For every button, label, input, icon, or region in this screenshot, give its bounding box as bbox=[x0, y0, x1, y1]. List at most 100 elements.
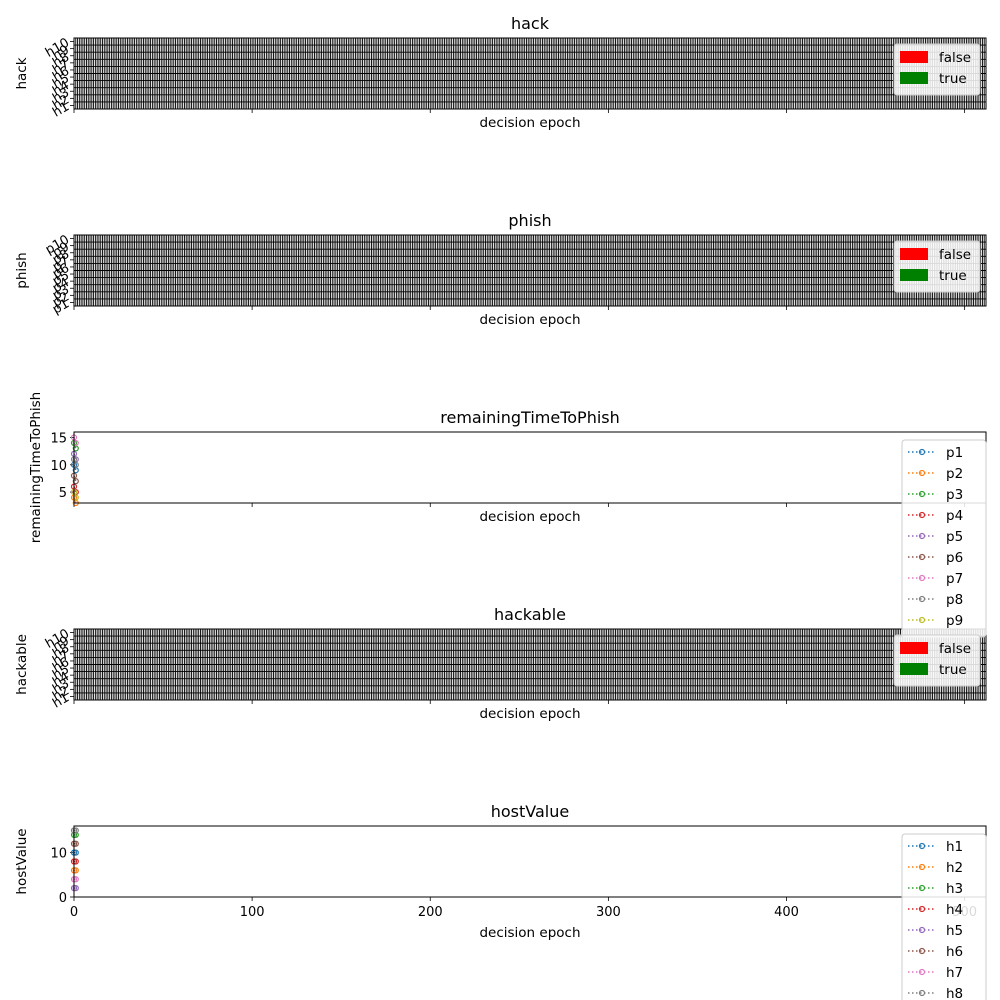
y-tick-label: h5 bbox=[50, 71, 72, 92]
y-tick-label: h2 bbox=[50, 92, 72, 113]
y-tick-label: h8 bbox=[50, 50, 72, 71]
legend-label: true bbox=[939, 71, 967, 87]
legend-hostValue: h1 h2 h3 h4 h5 h6 h7 h8 bbox=[901, 833, 987, 1000]
axes-frame bbox=[73, 37, 987, 110]
subplot-remainingTimeToPhish: remainingTimeToPhish decision epoch remain… bbox=[28, 392, 987, 543]
legend-label: h3 bbox=[946, 881, 963, 897]
chart-title: remainingTimeToPhish bbox=[440, 408, 620, 427]
axes-frame bbox=[73, 825, 987, 898]
legend-swatch-false bbox=[900, 642, 928, 654]
y-tick-label: p7 bbox=[50, 254, 72, 275]
y-axis-label: hack bbox=[14, 57, 30, 89]
data-point-h1 bbox=[72, 849, 79, 856]
legend-label: p4 bbox=[946, 508, 963, 524]
legend-marker-p6 bbox=[918, 553, 926, 561]
axes-frame bbox=[73, 431, 987, 504]
legend-box bbox=[901, 833, 987, 1000]
legend-marker-p9 bbox=[918, 616, 926, 624]
y-tick-label: h7 bbox=[50, 57, 72, 78]
y-tick-label: h9 bbox=[50, 43, 72, 64]
legend-remainingTimeToPhish: p1 p2 p3 p4 p5 p6 p7 p8 p9 bbox=[901, 439, 987, 638]
chart-title: hostValue bbox=[491, 802, 569, 821]
y-tick-label: h4 bbox=[50, 78, 72, 99]
y-tick-label: h6 bbox=[50, 655, 72, 676]
legend-marker-p7 bbox=[918, 574, 926, 582]
subplot-hackable: hackable decision epoch hackable h1h2h3h4h5… bbox=[14, 605, 987, 722]
y-tick-label: h6 bbox=[50, 64, 72, 85]
heatmap-cell-grid bbox=[73, 234, 987, 307]
y-tick-label: h2 bbox=[50, 683, 72, 704]
legend-label: p7 bbox=[946, 571, 963, 587]
legend-marker-h1 bbox=[918, 842, 926, 850]
legend-label: p9 bbox=[946, 613, 963, 629]
legend-label: h4 bbox=[946, 902, 963, 918]
legend-label: h8 bbox=[946, 986, 963, 1000]
legend-box bbox=[901, 439, 987, 638]
legend-label: false bbox=[939, 50, 971, 66]
legend-marker-p4 bbox=[918, 511, 926, 519]
y-axis-label: hackable bbox=[14, 634, 30, 695]
y-axis-label: phish bbox=[14, 252, 30, 288]
legend-marker-p1 bbox=[918, 448, 926, 456]
legend-label: true bbox=[939, 662, 967, 678]
legend-marker-p5 bbox=[918, 532, 926, 540]
y-tick-label: h3 bbox=[50, 85, 72, 106]
legend-marker-h5 bbox=[918, 926, 926, 934]
legend-marker-h8 bbox=[918, 989, 926, 997]
y-tick-label: p4 bbox=[50, 275, 72, 296]
data-point-h8 bbox=[72, 827, 79, 834]
y-tick-label: p5 bbox=[50, 268, 72, 289]
y-tick-label: h8 bbox=[50, 641, 72, 662]
legend-label: p2 bbox=[946, 466, 963, 482]
data-point-h2 bbox=[72, 867, 79, 874]
x-tick-label: 400 bbox=[774, 905, 799, 920]
x-axis-label: decision epoch bbox=[479, 509, 580, 525]
y-tick-label: h1 bbox=[50, 99, 72, 120]
y-tick-label: 15 bbox=[50, 431, 67, 446]
axes-frame bbox=[73, 628, 987, 701]
data-point-h7 bbox=[72, 876, 79, 883]
legend-label: false bbox=[939, 247, 971, 263]
data-point-h4 bbox=[72, 858, 79, 865]
legend-label: p8 bbox=[946, 592, 963, 608]
y-tick-label: h3 bbox=[50, 676, 72, 697]
x-axis-label: decision epoch bbox=[479, 312, 580, 328]
y-tick-label: p9 bbox=[50, 240, 72, 261]
heatmap-cell-grid bbox=[73, 37, 987, 110]
axes-frame bbox=[73, 234, 987, 307]
legend-marker-h4 bbox=[918, 905, 926, 913]
x-tick-label: 100 bbox=[240, 905, 265, 920]
legend-label: p3 bbox=[946, 487, 963, 503]
x-axis-label: decision epoch bbox=[479, 706, 580, 722]
legend-hack: false true bbox=[893, 43, 981, 96]
legend-label: true bbox=[939, 268, 967, 284]
x-tick-label: 200 bbox=[418, 905, 443, 920]
y-tick-label: h5 bbox=[50, 662, 72, 683]
legend-swatch-false bbox=[900, 248, 928, 260]
legend-label: h6 bbox=[946, 944, 963, 960]
x-tick-label: 0 bbox=[70, 905, 78, 920]
y-tick-label: h1 bbox=[50, 690, 72, 711]
legend-label: p6 bbox=[946, 550, 963, 566]
legend-swatch-true bbox=[900, 72, 928, 84]
chart-title: hackable bbox=[494, 605, 566, 624]
data-point-p8 bbox=[72, 461, 79, 468]
legend-swatch-false bbox=[900, 51, 928, 63]
data-point-p7 bbox=[72, 439, 79, 447]
data-point-h5 bbox=[72, 885, 79, 892]
y-tick-label: 5 bbox=[59, 486, 67, 501]
y-tick-label: h7 bbox=[50, 648, 72, 669]
y-tick-label: 10 bbox=[50, 459, 67, 474]
legend-marker-h3 bbox=[918, 884, 926, 892]
y-axis-label: hostValue bbox=[14, 828, 30, 894]
legend-marker-h6 bbox=[918, 947, 926, 955]
legend-label: h5 bbox=[946, 923, 963, 939]
y-tick-label: p6 bbox=[50, 261, 72, 282]
y-tick-label: p1 bbox=[50, 296, 72, 317]
y-axis-label: remainingTimeToPhish bbox=[28, 392, 44, 543]
x-axis-label: decision epoch bbox=[479, 925, 580, 941]
legend-hackable: false true bbox=[893, 634, 981, 687]
legend-marker-h7 bbox=[918, 968, 926, 976]
legend-marker-p2 bbox=[918, 469, 926, 477]
x-tick-label: 300 bbox=[596, 905, 621, 920]
